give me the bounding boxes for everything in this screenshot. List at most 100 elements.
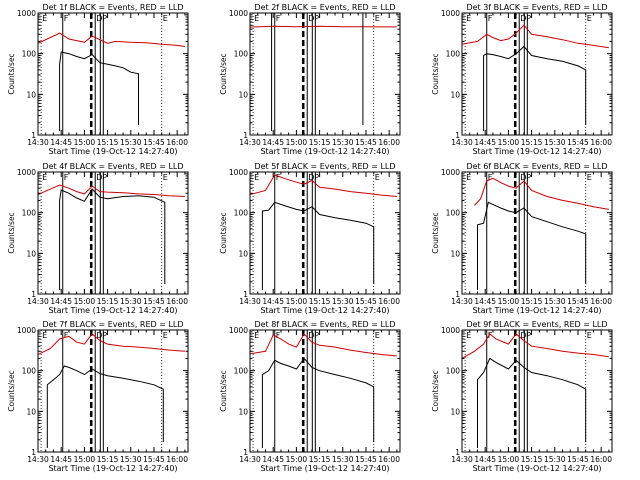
x-tick-label: 15:30 bbox=[120, 455, 142, 464]
x-tick-label: 14:45 bbox=[50, 297, 72, 306]
event-marker-label: P bbox=[314, 331, 319, 340]
plot-frame bbox=[461, 12, 613, 136]
y-tick-label: 1 bbox=[31, 448, 36, 457]
x-tick-label: 15:45 bbox=[355, 297, 377, 306]
event-marker-label: P bbox=[102, 331, 107, 340]
panel-title: Det 3f BLACK = Events, RED = LLD bbox=[466, 3, 607, 12]
y-tick-label: 100 bbox=[22, 367, 37, 376]
x-tick-label: 15:15 bbox=[309, 138, 331, 147]
lld-series-line bbox=[250, 174, 397, 197]
event-marker-label: F bbox=[64, 331, 69, 340]
y-tick-label: 100 bbox=[446, 209, 461, 218]
x-tick-label: 14:45 bbox=[262, 138, 284, 147]
x-tick-label: 16:00 bbox=[166, 138, 188, 147]
event-marker-label: P bbox=[314, 14, 319, 23]
x-tick-label: 14:45 bbox=[474, 297, 496, 306]
x-tick-label: 15:15 bbox=[97, 455, 119, 464]
event-marker-label: D bbox=[520, 14, 526, 23]
x-tick-label: 14:30 bbox=[451, 455, 473, 464]
lld-series-line bbox=[250, 333, 397, 357]
x-tick-label: 15:00 bbox=[286, 138, 308, 147]
x-tick-label: 15:30 bbox=[544, 138, 566, 147]
y-axis-label: Counts/sec bbox=[7, 53, 16, 94]
event-marker-label: E bbox=[42, 331, 47, 340]
x-tick-label: 15:45 bbox=[355, 138, 377, 147]
chart-panel-5: Det 5f BLACK = Events, RED = LLD E F D P E 1 10… bbox=[219, 162, 401, 315]
x-tick-label: 15:45 bbox=[355, 455, 377, 464]
x-tick-label: 14:30 bbox=[27, 455, 49, 464]
event-marker-label: F bbox=[488, 173, 493, 182]
plot-frame bbox=[249, 171, 401, 295]
event-marker-label: E bbox=[587, 173, 592, 182]
panel-title: Det 6f BLACK = Events, RED = LLD bbox=[466, 162, 607, 171]
x-tick-label: 16:00 bbox=[378, 455, 400, 464]
chart-panel-8: Det 8f BLACK = Events, RED = LLD E F D P E 1 10… bbox=[219, 320, 401, 473]
event-marker-label: P bbox=[102, 14, 107, 23]
y-tick-label: 1000 bbox=[17, 168, 36, 177]
y-tick-label: 100 bbox=[446, 367, 461, 376]
x-tick-label: 15:00 bbox=[74, 297, 96, 306]
plot-frame bbox=[37, 329, 189, 453]
x-tick-label: 14:45 bbox=[50, 455, 72, 464]
events-series-line bbox=[261, 357, 375, 448]
x-tick-label: 15:00 bbox=[74, 455, 96, 464]
x-tick-label: 16:00 bbox=[590, 297, 612, 306]
panel-title: Det 9f BLACK = Events, RED = LLD bbox=[466, 320, 607, 329]
event-marker-label: E bbox=[254, 331, 259, 340]
y-axis-label: Counts/sec bbox=[431, 212, 440, 253]
x-tick-label: 14:30 bbox=[27, 297, 49, 306]
event-marker-label: E bbox=[587, 14, 592, 23]
x-tick-label: 15:30 bbox=[120, 297, 142, 306]
lld-series-line bbox=[474, 177, 609, 210]
y-tick-label: 10 bbox=[450, 90, 460, 99]
y-tick-label: 1 bbox=[243, 290, 248, 299]
x-tick-label: 14:45 bbox=[262, 455, 284, 464]
x-tick-label: 14:45 bbox=[262, 297, 284, 306]
event-marker-label: E bbox=[466, 173, 471, 182]
y-tick-label: 1000 bbox=[441, 9, 460, 18]
event-marker-label: D bbox=[308, 331, 314, 340]
events-series-line bbox=[483, 45, 587, 131]
x-tick-label: 15:00 bbox=[498, 297, 520, 306]
event-marker-label: F bbox=[276, 14, 281, 23]
x-tick-label: 16:00 bbox=[378, 297, 400, 306]
x-tick-label: 15:00 bbox=[498, 455, 520, 464]
lld-series-line bbox=[250, 25, 397, 28]
event-marker-label: D bbox=[96, 331, 102, 340]
x-tick-label: 14:30 bbox=[239, 138, 261, 147]
x-tick-label: 15:15 bbox=[97, 138, 119, 147]
events-series-line bbox=[477, 201, 587, 290]
event-marker-label: E bbox=[375, 331, 380, 340]
chart-panel-4: Det 4f BLACK = Events, RED = LLD E F D P E 1 10… bbox=[7, 162, 189, 315]
events-series-line bbox=[46, 365, 164, 448]
event-marker-label: E bbox=[42, 14, 47, 23]
event-marker-label: P bbox=[526, 14, 531, 23]
event-marker-label: E bbox=[163, 173, 168, 182]
y-tick-label: 10 bbox=[26, 249, 36, 258]
y-tick-label: 100 bbox=[234, 367, 249, 376]
x-tick-label: 15:45 bbox=[143, 138, 165, 147]
x-tick-label: 14:45 bbox=[50, 138, 72, 147]
chart-panel-6: Det 6f BLACK = Events, RED = LLD E F D P E 1 10… bbox=[431, 162, 613, 315]
x-tick-label: 14:45 bbox=[474, 138, 496, 147]
x-axis-label: Start Time (19-Oct-12 14:27:40) bbox=[48, 306, 177, 315]
events-series-line bbox=[261, 201, 375, 290]
x-axis-label: Start Time (19-Oct-12 14:27:40) bbox=[260, 306, 389, 315]
x-tick-label: 16:00 bbox=[590, 455, 612, 464]
x-tick-label: 16:00 bbox=[590, 138, 612, 147]
chart-panel-2: Det 2f BLACK = Events, RED = LLD E F D P E 1 10… bbox=[219, 3, 401, 156]
y-axis-label: Counts/sec bbox=[219, 212, 228, 253]
y-tick-label: 10 bbox=[450, 249, 460, 258]
lld-series-line bbox=[38, 333, 185, 355]
plot-frame bbox=[37, 12, 189, 136]
y-tick-label: 100 bbox=[22, 50, 37, 59]
y-tick-label: 1 bbox=[243, 448, 248, 457]
event-marker-label: D bbox=[308, 14, 314, 23]
events-series-line bbox=[477, 357, 587, 448]
y-tick-label: 1000 bbox=[441, 326, 460, 335]
y-tick-label: 100 bbox=[234, 209, 249, 218]
x-tick-label: 15:30 bbox=[544, 297, 566, 306]
y-tick-label: 100 bbox=[446, 50, 461, 59]
x-tick-label: 15:30 bbox=[332, 138, 354, 147]
